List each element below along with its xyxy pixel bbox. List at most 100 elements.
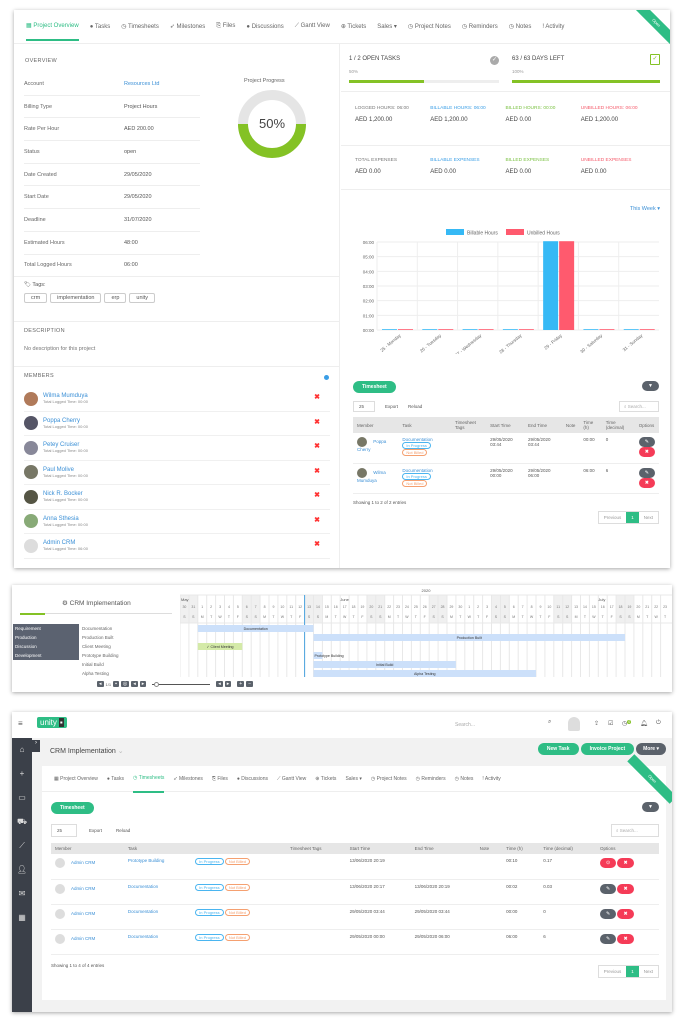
member-name[interactable]: Wilma Mumduya bbox=[43, 393, 88, 400]
tab-timesheets[interactable]: ◷ Timesheets bbox=[133, 765, 165, 793]
tag[interactable]: erp bbox=[104, 293, 127, 303]
tab-gantt-view[interactable]: ⟋ Gantt View bbox=[277, 766, 306, 792]
member-name[interactable]: Paul Molive bbox=[43, 466, 75, 473]
column-header[interactable] bbox=[191, 843, 287, 854]
member-link[interactable]: Admin CRM bbox=[71, 910, 96, 916]
gantt-collapse-button[interactable]: ◂ bbox=[216, 681, 223, 687]
export-button[interactable]: Export bbox=[385, 404, 399, 409]
task-link[interactable]: Documentation bbox=[127, 908, 159, 914]
filter-button[interactable]: ▼ bbox=[642, 802, 659, 812]
task-link[interactable]: Documentation bbox=[127, 883, 159, 889]
tab-notes[interactable]: ◷ Notes bbox=[509, 13, 532, 40]
member-name[interactable]: Nick R. Bocker bbox=[43, 491, 83, 498]
edit-button[interactable]: ✎ bbox=[600, 933, 617, 944]
delete-button[interactable]: ✖ bbox=[617, 933, 634, 944]
tab-project-notes[interactable]: ◷ Project Notes bbox=[371, 766, 407, 792]
gantt-left-button[interactable]: ◂ bbox=[131, 681, 138, 687]
page-1[interactable]: 1 bbox=[626, 511, 639, 523]
gantt-zoom-slider[interactable] bbox=[152, 681, 211, 687]
gantt-task-name[interactable]: Initial Build bbox=[82, 662, 104, 667]
page-size-select[interactable]: 25 bbox=[353, 401, 375, 412]
tab-files[interactable]: ⎘ Files bbox=[212, 766, 228, 792]
page-size-select[interactable]: 25 bbox=[51, 824, 77, 837]
task-link[interactable]: Documentation bbox=[402, 437, 433, 442]
tab-notes[interactable]: ◷ Notes bbox=[455, 766, 474, 792]
member-link[interactable]: Admin CRM bbox=[71, 860, 96, 866]
tab-tickets[interactable]: ⊕ Tickets bbox=[315, 766, 336, 792]
gantt-group[interactable]: Requirement bbox=[13, 624, 79, 633]
column-header[interactable]: Start Time bbox=[486, 417, 524, 433]
column-header[interactable]: Timesheet Tags bbox=[451, 417, 487, 433]
previous-page[interactable]: Previous bbox=[603, 514, 622, 520]
reload-button[interactable]: Reload bbox=[116, 828, 131, 833]
remove-member-icon[interactable]: ✖ bbox=[314, 467, 320, 475]
search-input[interactable]: ⌕ Search... bbox=[611, 824, 659, 837]
global-search[interactable]: Search... bbox=[455, 722, 476, 728]
gantt-first-button[interactable]: ▪ bbox=[113, 681, 119, 687]
timesheet-button[interactable]: Timesheet bbox=[51, 802, 94, 814]
tab-project-overview[interactable]: ▦ Project Overview bbox=[26, 12, 79, 41]
column-header[interactable]: Options bbox=[596, 843, 659, 854]
column-header[interactable]: Member bbox=[51, 843, 124, 854]
column-header[interactable]: Time (decimal) bbox=[601, 417, 635, 433]
power-icon[interactable]: ⏻ bbox=[656, 720, 661, 726]
tab-discussions[interactable]: ● Discussions bbox=[237, 766, 268, 792]
tab-sales[interactable]: Sales ▾ bbox=[377, 13, 397, 40]
project-dropdown-icon[interactable]: ⌄ bbox=[117, 748, 124, 755]
tab-tasks[interactable]: ● Tasks bbox=[107, 766, 124, 792]
column-header[interactable]: Options bbox=[634, 417, 659, 433]
column-header[interactable]: Note bbox=[475, 843, 503, 854]
bell-icon[interactable]: 🔔︎ bbox=[640, 721, 648, 727]
plus-icon[interactable]: + bbox=[19, 769, 25, 778]
export-button[interactable]: Export bbox=[89, 828, 103, 833]
column-header[interactable]: Task bbox=[123, 843, 192, 854]
task-link[interactable]: Documentation bbox=[127, 933, 159, 939]
user-icon[interactable]: 👤︎ bbox=[16, 865, 28, 874]
gantt-group[interactable]: Development bbox=[13, 651, 79, 660]
edit-button[interactable]: ✎ bbox=[600, 883, 617, 894]
next-page[interactable]: Next bbox=[643, 968, 653, 974]
tab-activity[interactable]: ! Activity bbox=[482, 766, 500, 792]
window-icon[interactable]: ▭ bbox=[18, 793, 26, 802]
delete-button[interactable]: ✖ bbox=[638, 447, 655, 457]
tag[interactable]: unity bbox=[129, 293, 156, 303]
tab-project-notes[interactable]: ◷ Project Notes bbox=[408, 13, 451, 40]
member-link[interactable]: Wilma Mumduya bbox=[357, 469, 386, 483]
delete-button[interactable]: ✖ bbox=[617, 908, 634, 919]
previous-page[interactable]: Previous bbox=[603, 968, 622, 974]
column-header[interactable]: Time (h) bbox=[502, 843, 540, 854]
gantt-group[interactable]: Production bbox=[13, 633, 79, 642]
gantt-zoom-out-button[interactable]: − bbox=[246, 681, 254, 687]
task-link[interactable]: Prototype Building bbox=[127, 858, 165, 863]
tasks-icon[interactable]: ☑ bbox=[608, 721, 614, 727]
column-header[interactable]: Note bbox=[561, 417, 580, 433]
remove-member-icon[interactable]: ✖ bbox=[314, 516, 320, 524]
filter-button[interactable]: ▼ bbox=[642, 381, 659, 391]
tab-timesheets[interactable]: ◷ Timesheets bbox=[121, 13, 159, 40]
edit-button[interactable]: ✎ bbox=[638, 437, 655, 447]
delete-button[interactable]: ✖ bbox=[638, 477, 655, 488]
gantt-prev-button[interactable]: ◂ bbox=[97, 681, 104, 687]
page-1[interactable]: 1 bbox=[626, 965, 639, 977]
next-page[interactable]: Next bbox=[643, 514, 653, 520]
chart-line-icon[interactable]: ⟋ bbox=[19, 841, 25, 850]
remove-member-icon[interactable]: ✖ bbox=[314, 541, 320, 548]
member-name[interactable]: Poppa Cherry bbox=[43, 417, 81, 424]
tab-tasks[interactable]: ● Tasks bbox=[90, 14, 111, 40]
mail-icon[interactable]: ✉ bbox=[18, 889, 26, 898]
member-link[interactable]: Admin CRM bbox=[71, 885, 96, 891]
gantt-expand-button[interactable]: ▸ bbox=[224, 681, 232, 687]
timesheet-button[interactable]: Timesheet bbox=[353, 381, 396, 393]
tab-reminders[interactable]: ◷ Reminders bbox=[462, 13, 498, 40]
share-icon[interactable]: ⇪ bbox=[594, 721, 600, 727]
column-header[interactable]: Member bbox=[353, 417, 399, 433]
reload-button[interactable]: Reload bbox=[408, 404, 423, 409]
tab-reminders[interactable]: ◷ Reminders bbox=[416, 766, 446, 792]
tab-sales[interactable]: Sales ▾ bbox=[345, 766, 361, 792]
gantt-task-name[interactable]: Documentation bbox=[82, 626, 113, 631]
edit-button[interactable]: ✎ bbox=[638, 467, 655, 478]
search-icon[interactable]: ⌕ bbox=[548, 719, 552, 725]
tab-files[interactable]: ⎘ Files bbox=[216, 13, 235, 40]
stop-timer-button[interactable]: ⊙ bbox=[600, 858, 617, 868]
new-task-button[interactable]: New Task bbox=[537, 743, 579, 755]
